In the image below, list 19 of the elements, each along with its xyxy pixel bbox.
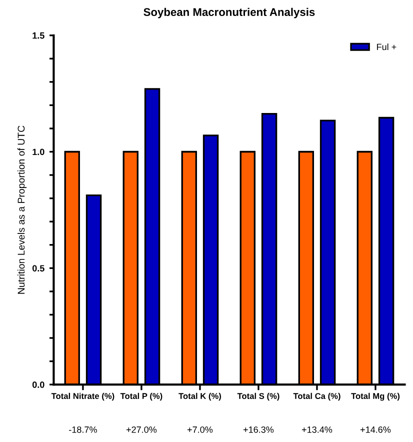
legend-label: Ful + — [377, 43, 396, 50]
x-tick-label: Total S (%) — [237, 392, 280, 401]
text: -18.7% — [69, 426, 97, 433]
y-tick-label: 0.0 — [32, 382, 44, 388]
text: +14.6% — [360, 426, 391, 433]
y-axis-title: Nutrition Levels as a Proportion of UTC — [17, 126, 27, 294]
chart-title: Soybean Macronutrient Analysis — [144, 8, 315, 18]
x-tick-label: Total Mg (%) — [351, 392, 400, 401]
text: +13.4% — [302, 426, 332, 433]
y-tick-label: 1.0 — [32, 148, 44, 156]
y-tick-label: 1.5 — [32, 32, 44, 39]
x-tick-label: Total K (%) — [178, 392, 221, 401]
x-tick-label: Total P (%) — [120, 392, 162, 401]
text: +16.3% — [243, 426, 274, 433]
y-tick-label: 0.5 — [32, 265, 44, 272]
text: +7.0% — [187, 426, 213, 433]
text: +27.0% — [126, 426, 157, 433]
x-tick-label: Total Nitrate (%) — [51, 392, 114, 401]
x-tick-label: Total Ca (%) — [293, 392, 340, 401]
